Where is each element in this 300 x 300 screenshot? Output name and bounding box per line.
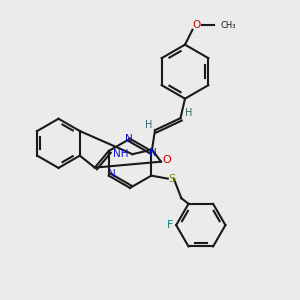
Text: O: O [162, 155, 171, 165]
Text: H: H [145, 120, 152, 130]
Text: N: N [108, 169, 116, 179]
Text: N: N [124, 134, 132, 144]
Text: NH: NH [112, 149, 128, 159]
Text: F: F [167, 220, 173, 230]
Text: H: H [185, 108, 193, 118]
Text: CH₃: CH₃ [220, 21, 236, 30]
Text: S: S [168, 174, 175, 184]
Text: N: N [149, 148, 157, 158]
Text: O: O [192, 20, 200, 30]
